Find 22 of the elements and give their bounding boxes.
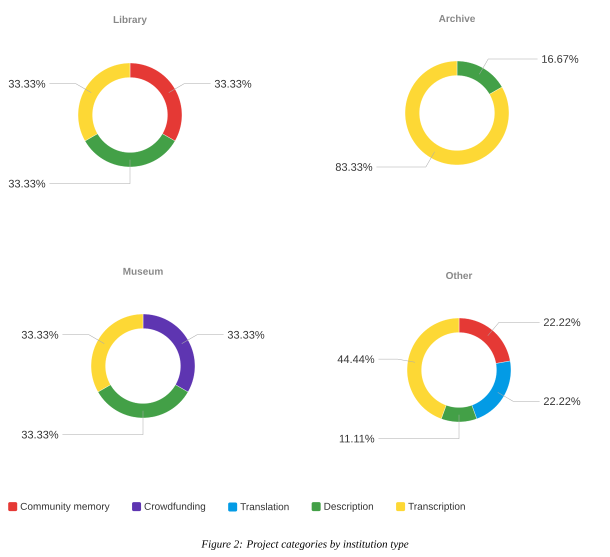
data-label: 33.33% — [8, 80, 46, 88]
legend-label: Description — [324, 502, 374, 512]
data-label: 33.33% — [22, 430, 58, 439]
chart-title: Museum — [123, 268, 163, 275]
data-label: 16.67% — [542, 55, 578, 63]
data-label: 22.22% — [544, 397, 580, 406]
data-label: 33.33% — [22, 330, 58, 339]
caption: Figure 2: Project categories by institution type — [201, 540, 408, 550]
legend-label: Transcription — [408, 502, 465, 512]
data-label: 33.33% — [214, 80, 252, 88]
data-label: 33.33% — [228, 330, 264, 339]
legend-label: Crowdfunding — [144, 502, 206, 512]
data-label: 83.33% — [336, 163, 372, 171]
chart-title: Archive — [438, 14, 476, 22]
legend-label: Translation — [240, 502, 289, 510]
chart-title: Other — [446, 272, 472, 280]
legend-label: Community memory — [20, 502, 110, 512]
data-label: 11.11% — [340, 434, 374, 442]
chart-title: Library — [114, 16, 147, 26]
data-label: 44.44% — [338, 355, 374, 364]
data-label: 33.33% — [8, 180, 46, 188]
data-label: 22.22% — [544, 318, 580, 326]
